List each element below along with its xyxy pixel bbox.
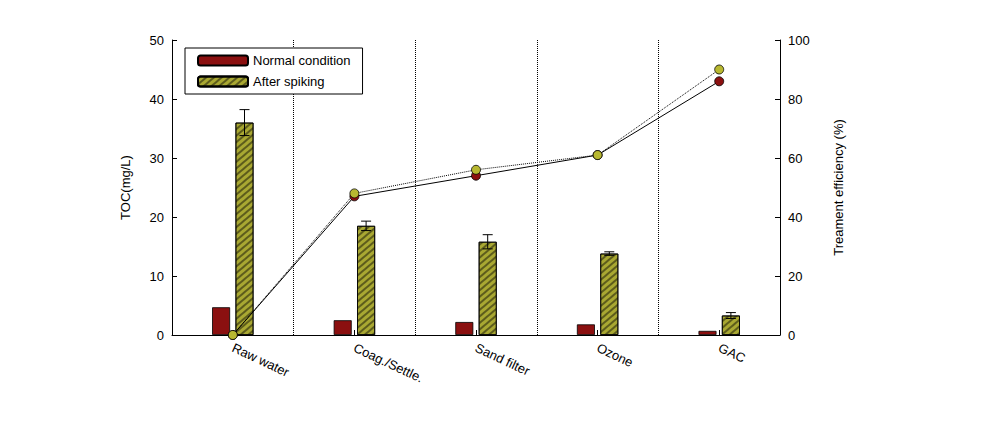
svg-text:Treament efficiency (%): Treament efficiency (%): [831, 119, 846, 256]
svg-text:10: 10: [150, 269, 164, 284]
svg-text:Coag./Settle.: Coag./Settle.: [351, 340, 425, 385]
svg-text:After spiking: After spiking: [253, 74, 325, 89]
svg-text:40: 40: [150, 92, 164, 107]
svg-text:50: 50: [150, 33, 164, 48]
svg-text:0: 0: [157, 328, 164, 343]
svg-text:40: 40: [788, 210, 802, 225]
svg-text:0: 0: [788, 328, 795, 343]
svg-text:Sand filter: Sand filter: [473, 340, 533, 379]
svg-text:100: 100: [788, 33, 810, 48]
svg-text:20: 20: [150, 210, 164, 225]
svg-text:20: 20: [788, 269, 802, 284]
svg-text:Ozone: Ozone: [594, 340, 635, 370]
svg-text:80: 80: [788, 92, 802, 107]
svg-text:Raw water: Raw water: [230, 340, 293, 380]
svg-text:60: 60: [788, 151, 802, 166]
svg-text:TOC(mg/L): TOC(mg/L): [118, 155, 133, 220]
svg-text:30: 30: [150, 151, 164, 166]
svg-text:Normal condition: Normal condition: [253, 53, 351, 68]
svg-text:GAC: GAC: [716, 340, 748, 365]
